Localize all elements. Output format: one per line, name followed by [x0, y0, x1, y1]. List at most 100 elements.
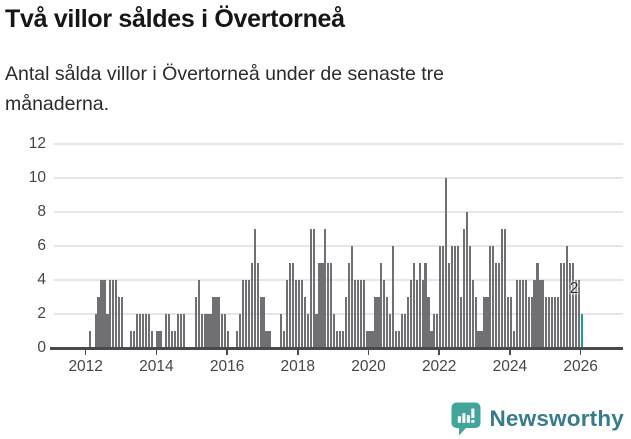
bar-month [253, 229, 256, 348]
bar-month [495, 263, 498, 348]
bar-month [168, 314, 171, 348]
bar-month [221, 314, 224, 348]
bar-month [353, 280, 356, 348]
bar-month [350, 246, 353, 348]
bar-month [453, 246, 457, 348]
x-axis-label-2012: 2012 [68, 358, 103, 375]
bar-month [347, 263, 351, 348]
bar-month [286, 280, 289, 348]
y-axis-label-4: 4 [37, 271, 46, 288]
bar-month [291, 263, 295, 348]
x-axis-label-2014: 2014 [139, 358, 174, 375]
bar-month [318, 263, 321, 348]
y-axis-label-0: 0 [37, 339, 46, 356]
bar-month [397, 331, 401, 348]
bar-month [474, 297, 477, 348]
chart-subtitle: Antal sålda villor i Övertorneå under de… [5, 63, 444, 116]
bar-month [356, 280, 359, 348]
bar-month [536, 263, 539, 348]
bar-month [577, 280, 580, 348]
bar-month [518, 280, 521, 348]
bar-month [118, 297, 121, 348]
bar-month [521, 280, 524, 348]
bar-month [465, 212, 468, 348]
bar-month [144, 314, 147, 348]
bar-month [362, 280, 365, 348]
bar-month [477, 331, 480, 348]
bar-month [315, 314, 318, 348]
bar-month [215, 297, 218, 348]
bar-month [524, 280, 527, 348]
bar-month [294, 280, 298, 348]
bar-month [430, 331, 433, 348]
y-axis-label-10: 10 [28, 169, 46, 186]
x-tick-2026 [579, 349, 582, 355]
bar-month [88, 331, 91, 348]
bar-month [456, 246, 460, 348]
bar-month [436, 314, 439, 348]
bar-month [509, 297, 513, 348]
bar-month [209, 314, 212, 348]
bar-month [377, 297, 380, 348]
bar-month [486, 297, 489, 348]
bar-month [562, 263, 566, 348]
bar-month [403, 314, 407, 348]
bar-month [400, 314, 404, 348]
bar-month [138, 314, 141, 348]
bar-month [97, 297, 100, 348]
bar-month [203, 314, 206, 348]
bar-month [206, 314, 209, 348]
gridline-y-2 [54, 313, 623, 315]
x-axis-label-2024: 2024 [492, 358, 528, 375]
newsworthy-logo: Newsworthy [451, 401, 624, 436]
bar-month [150, 331, 153, 348]
bar-month [450, 246, 454, 348]
x-tick-2018 [297, 349, 299, 355]
current-value-label: 2 [569, 280, 579, 297]
bar-month [512, 331, 516, 348]
gridline-y-10 [54, 177, 623, 179]
bar-month [421, 280, 424, 348]
bar-month [336, 331, 339, 348]
x-tick-2014 [155, 349, 158, 355]
bar-month [171, 331, 174, 348]
x-tick-2024 [509, 349, 511, 355]
bar-month [235, 331, 239, 348]
page-title: Två villor såldes i Övertorneå [5, 5, 345, 33]
bar-month [265, 331, 268, 348]
bar-month [121, 297, 124, 348]
bar-month [392, 246, 395, 348]
bar-month [498, 263, 501, 348]
bar-month [551, 297, 554, 348]
bar-month [539, 280, 542, 348]
bar-month [324, 229, 327, 348]
bar-month [359, 280, 362, 348]
bar-month [341, 331, 345, 348]
bar-month [380, 263, 383, 348]
bar-month [492, 246, 495, 348]
bar-month [383, 280, 386, 348]
bar-month [448, 263, 451, 348]
bar-month [527, 297, 530, 348]
bar-month [306, 314, 309, 348]
bar-month [238, 314, 242, 348]
bar-month [112, 280, 115, 348]
bar-current-period [580, 314, 583, 348]
bar-month [459, 297, 462, 348]
bar-month [409, 280, 412, 348]
gridline-y-8 [54, 211, 623, 213]
bar-month [386, 297, 389, 348]
bar-month [506, 297, 510, 348]
bar-month [250, 263, 253, 348]
bar-month [103, 280, 106, 348]
gridline-y-4 [54, 279, 623, 281]
bar-month [389, 314, 392, 348]
bar-month [462, 229, 465, 348]
x-tick-2012 [84, 349, 87, 355]
bar-month [501, 229, 504, 348]
bar-month [344, 297, 348, 348]
bar-month [135, 314, 138, 348]
bar-month [147, 314, 150, 348]
bar-month [530, 297, 533, 348]
